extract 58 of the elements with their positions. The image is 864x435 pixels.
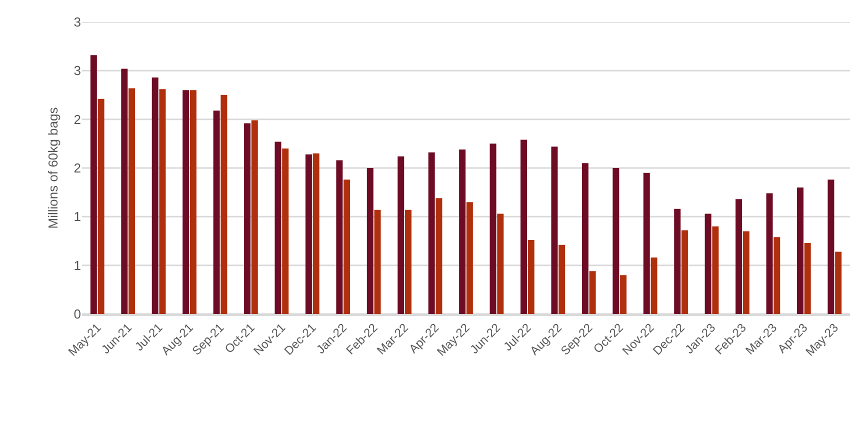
bar bbox=[681, 230, 688, 314]
bar bbox=[336, 160, 343, 314]
bar bbox=[796, 187, 804, 314]
bar bbox=[520, 140, 527, 314]
bar bbox=[282, 148, 289, 314]
bar bbox=[650, 258, 658, 314]
y-tick-label: 2 bbox=[74, 160, 81, 176]
bar bbox=[582, 163, 588, 314]
bar bbox=[774, 237, 780, 314]
bar bbox=[159, 89, 166, 314]
bar bbox=[121, 68, 128, 314]
bar bbox=[344, 180, 350, 314]
bar bbox=[274, 142, 282, 314]
bar bbox=[152, 77, 158, 314]
bar bbox=[428, 152, 435, 314]
bar bbox=[312, 153, 320, 314]
bar bbox=[674, 208, 681, 314]
bar bbox=[220, 95, 228, 314]
bar bbox=[835, 252, 842, 314]
bar bbox=[366, 168, 374, 314]
bar bbox=[589, 271, 596, 314]
bar bbox=[398, 156, 404, 314]
bar bbox=[90, 55, 97, 314]
y-tick-label: 1 bbox=[74, 209, 81, 224]
bar bbox=[374, 210, 381, 314]
bar bbox=[528, 240, 534, 314]
bar bbox=[244, 123, 251, 314]
y-tick-label: 0 bbox=[74, 306, 81, 322]
bar bbox=[612, 168, 620, 314]
y-tick-label: 1 bbox=[74, 258, 81, 273]
bar bbox=[490, 144, 496, 314]
y-tick-label: 3 bbox=[74, 14, 81, 30]
bar bbox=[712, 226, 719, 314]
bar bbox=[742, 231, 750, 314]
bar bbox=[736, 199, 742, 314]
bar bbox=[190, 90, 196, 314]
bar bbox=[213, 110, 220, 314]
bar bbox=[551, 146, 558, 314]
bar bbox=[466, 202, 473, 314]
y-axis-title: Millions of 60kg bags bbox=[46, 106, 61, 229]
bar bbox=[459, 150, 466, 314]
bar bbox=[436, 198, 442, 314]
bar bbox=[305, 154, 312, 314]
bar bbox=[405, 210, 412, 314]
bar bbox=[182, 90, 190, 314]
bar bbox=[704, 214, 712, 314]
bar bbox=[828, 180, 834, 314]
y-tick-label: 3 bbox=[74, 63, 81, 78]
bar bbox=[766, 193, 773, 314]
bar bbox=[98, 98, 104, 314]
bar bbox=[497, 214, 504, 314]
bar bbox=[804, 242, 811, 314]
bar bbox=[558, 244, 566, 314]
bar bbox=[128, 88, 136, 314]
bar bbox=[643, 172, 650, 314]
bar bbox=[620, 275, 627, 314]
y-tick-label: 2 bbox=[74, 112, 81, 127]
bar bbox=[251, 120, 258, 314]
